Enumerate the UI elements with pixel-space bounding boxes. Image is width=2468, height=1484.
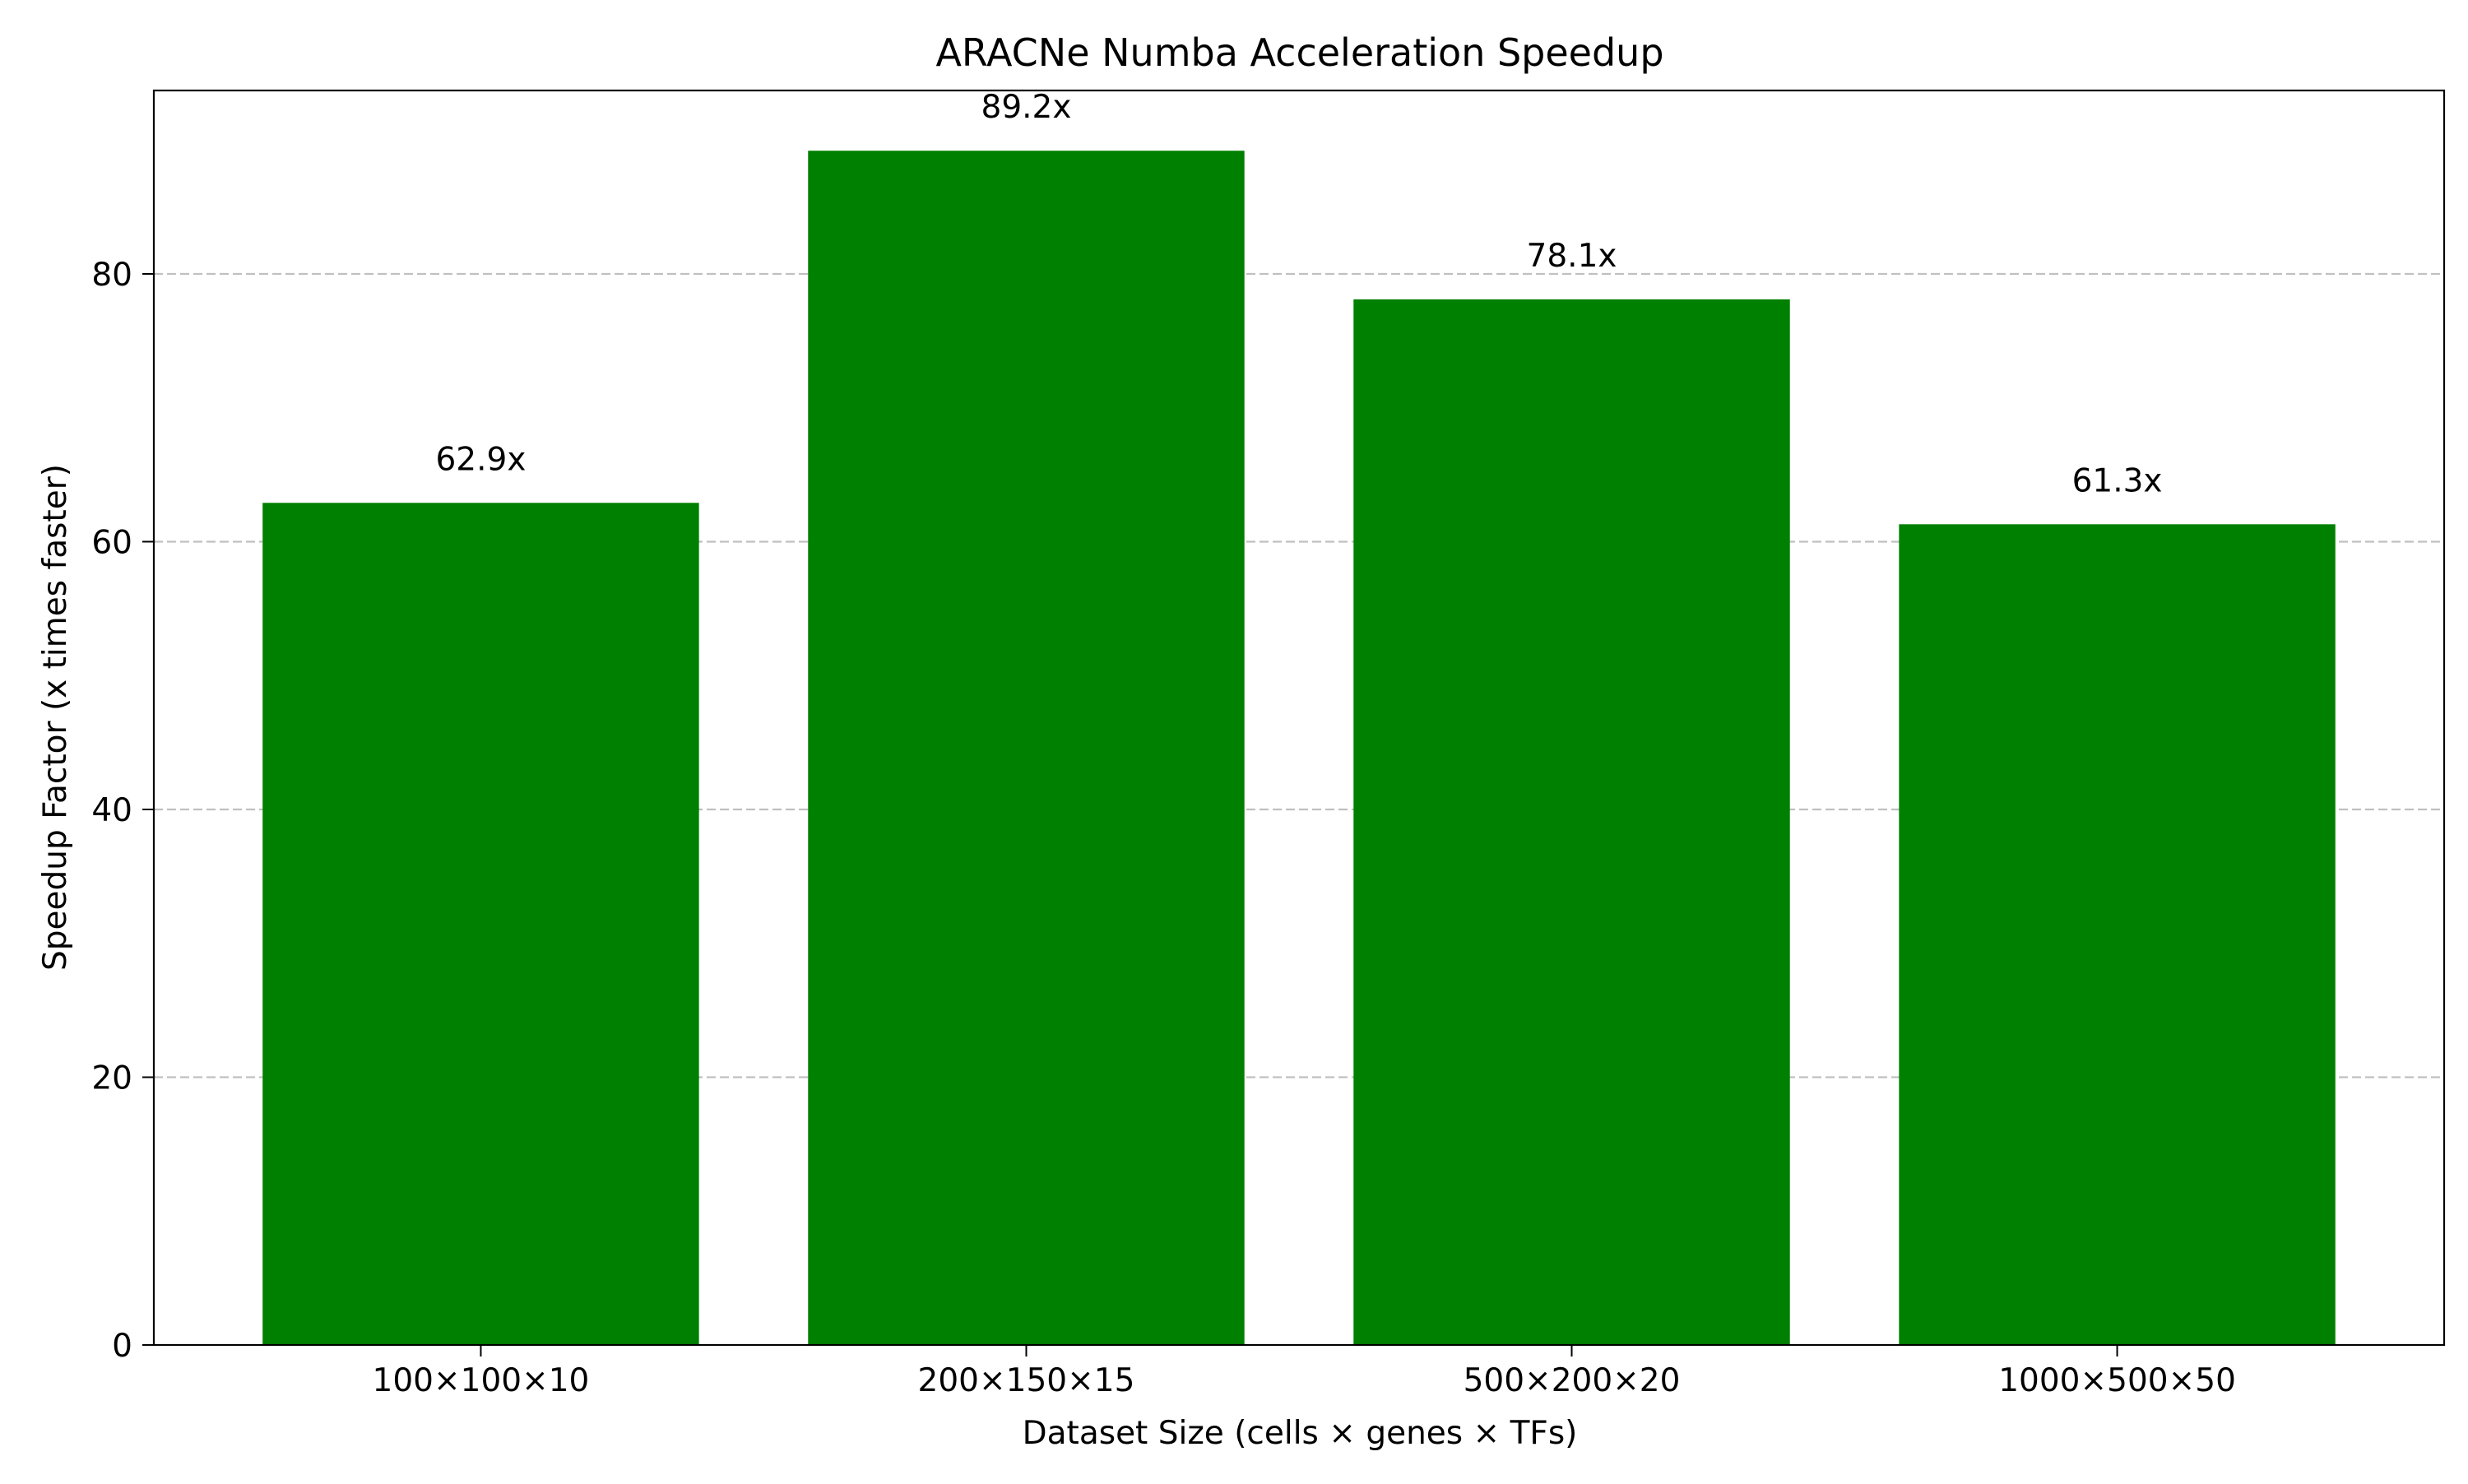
- x-tick-label: 500×200×20: [1464, 1362, 1681, 1399]
- chart-title: ARACNe Numba Acceleration Speedup: [935, 30, 1663, 75]
- value-label-3: 78.1x: [1527, 238, 1617, 275]
- y-tick-label: 80: [91, 257, 132, 294]
- value-label-4: 61.3x: [2072, 462, 2163, 499]
- value-label-2: 89.2x: [981, 89, 1072, 126]
- value-labels-layer: 62.9x 89.2x 78.1x 61.3x: [435, 89, 2162, 499]
- bars-layer: [262, 151, 2336, 1346]
- bar-1: [262, 503, 699, 1345]
- bar-2: [808, 151, 1245, 1346]
- y-tick-label: 0: [112, 1328, 132, 1365]
- x-tick-label: 1000×500×50: [1998, 1362, 2236, 1399]
- x-tick-label: 100×100×10: [373, 1362, 590, 1399]
- x-tick-label: 200×150×15: [918, 1362, 1135, 1399]
- y-tick-label: 20: [91, 1060, 132, 1097]
- y-axis-label: Speedup Factor (x times faster): [37, 464, 74, 971]
- axes-layer: 100×100×10 200×150×15 500×200×20 1000×500×5…: [91, 89, 2446, 1399]
- x-axis-label: Dataset Size (cells × genes × TFs): [1023, 1415, 1578, 1452]
- plot-frame: [152, 89, 2446, 1347]
- bar-4: [1899, 524, 2336, 1345]
- y-tick-label: 40: [91, 792, 132, 829]
- bar-3: [1353, 299, 1790, 1346]
- value-label-1: 62.9x: [435, 441, 526, 478]
- y-tick-label: 60: [91, 524, 132, 561]
